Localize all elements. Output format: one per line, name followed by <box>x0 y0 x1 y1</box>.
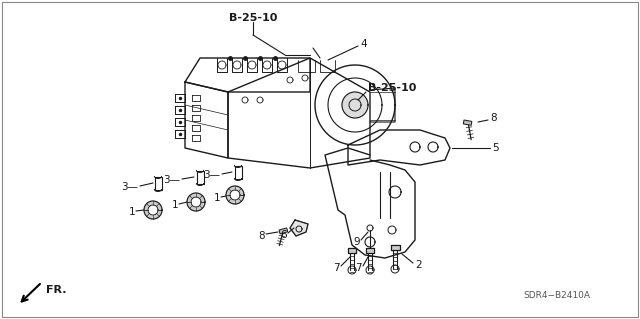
Polygon shape <box>226 186 244 204</box>
Bar <box>154 176 161 189</box>
Text: 3—: 3— <box>121 182 138 192</box>
Text: SDR4−B2410A: SDR4−B2410A <box>523 291 590 300</box>
Polygon shape <box>148 205 158 215</box>
Text: B-25-10: B-25-10 <box>368 83 417 93</box>
Bar <box>234 166 241 179</box>
Polygon shape <box>366 248 374 253</box>
Polygon shape <box>290 220 308 236</box>
Bar <box>463 120 472 125</box>
Polygon shape <box>144 201 162 219</box>
Text: 8: 8 <box>490 113 497 123</box>
Text: 3—: 3— <box>203 170 220 180</box>
Text: 3—: 3— <box>163 175 180 185</box>
Text: 1: 1 <box>213 193 220 203</box>
Text: 7: 7 <box>355 263 362 273</box>
Polygon shape <box>390 245 399 250</box>
Text: 6: 6 <box>280 230 287 240</box>
Polygon shape <box>230 190 240 200</box>
Text: 5: 5 <box>492 143 499 153</box>
Text: 7: 7 <box>333 263 340 273</box>
Polygon shape <box>342 92 368 118</box>
Bar <box>279 228 288 234</box>
Text: 9: 9 <box>353 237 360 247</box>
Text: 2: 2 <box>415 260 422 270</box>
Text: 4: 4 <box>360 39 367 49</box>
Text: 8: 8 <box>259 231 265 241</box>
Text: FR.: FR. <box>46 285 67 295</box>
Bar <box>196 170 204 183</box>
Polygon shape <box>348 248 356 253</box>
Text: B-25-10: B-25-10 <box>229 13 277 23</box>
Text: 1: 1 <box>172 200 178 210</box>
Polygon shape <box>191 197 201 207</box>
Polygon shape <box>187 193 205 211</box>
Text: 1: 1 <box>129 207 135 217</box>
